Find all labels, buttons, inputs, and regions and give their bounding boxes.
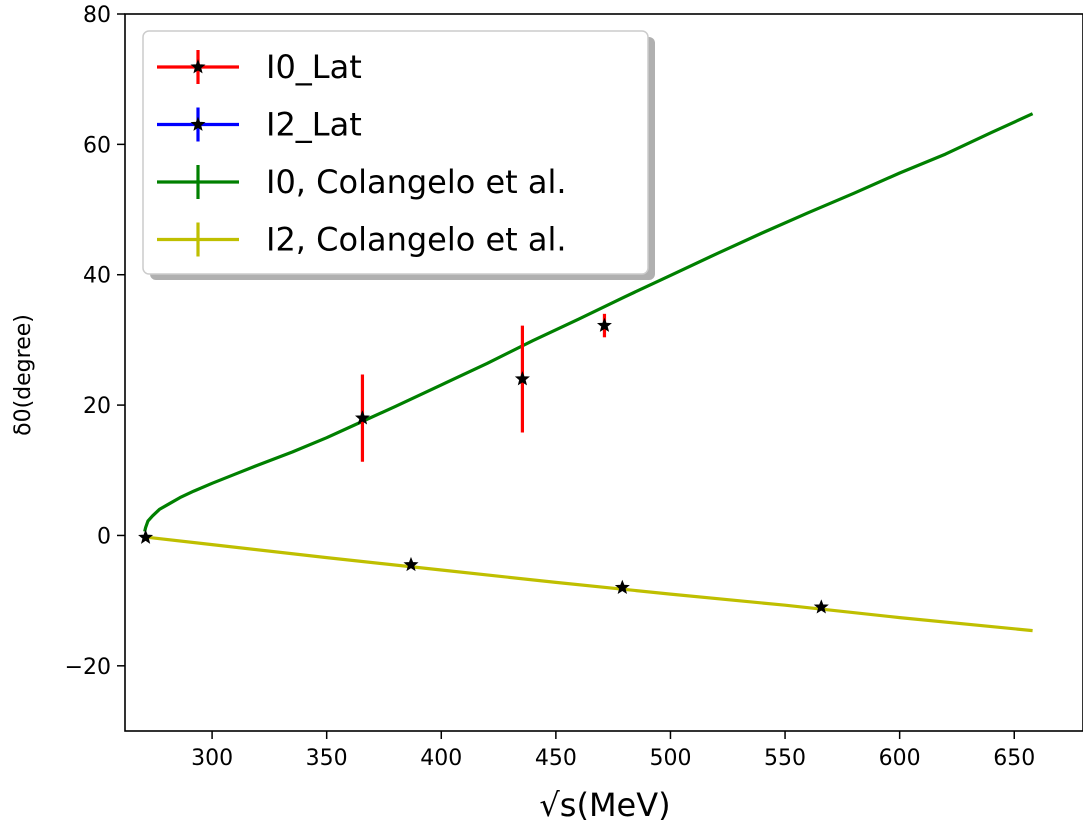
data-point-1-0 <box>138 529 154 544</box>
y-axis-ticks: −20 0 20 40 60 80 <box>65 3 125 680</box>
x-axis-ticks: 300 350 400 450 500 550 600 650 <box>191 731 1035 771</box>
data-point-0-0 <box>354 410 370 425</box>
y-tick-label: −20 <box>65 655 111 680</box>
data-point-1-2 <box>614 579 630 595</box>
legend-label-2: I0, Colangelo et al. <box>266 163 567 201</box>
legend-marker-0 <box>190 59 206 74</box>
x-tick-label: 450 <box>535 746 577 771</box>
legend-label-1: I2_Lat <box>266 106 362 144</box>
x-axis-label: √s(MeV) <box>539 786 670 823</box>
y-tick-label: 80 <box>83 3 111 28</box>
x-tick-label: 400 <box>420 746 462 771</box>
series-line-3 <box>143 535 1033 633</box>
x-tick-label: 500 <box>649 746 691 771</box>
plot-points <box>138 313 829 614</box>
y-tick-label: 60 <box>83 133 111 158</box>
data-point-1-3 <box>813 599 829 614</box>
legend-label-0: I0_Lat <box>266 48 362 86</box>
x-tick-label: 550 <box>764 746 806 771</box>
data-point-0-2 <box>596 317 612 332</box>
legend: I0_Lat I2_Lat I0, Colangelo et al. I2, Cola… <box>142 30 655 280</box>
data-point-0-1 <box>514 371 530 386</box>
plot-lines <box>143 112 1034 633</box>
data-point-1-1 <box>403 556 419 572</box>
y-tick-label: 40 <box>83 264 111 289</box>
y-axis-label: δ0(degree) <box>11 314 36 436</box>
x-tick-label: 650 <box>993 746 1035 771</box>
y-tick-label: 0 <box>97 524 111 549</box>
legend-box <box>142 30 649 275</box>
x-tick-label: 350 <box>306 746 348 771</box>
x-tick-label: 600 <box>879 746 921 771</box>
x-tick-label: 300 <box>191 746 233 771</box>
y-tick-label: 20 <box>83 394 111 419</box>
plot-frame <box>124 13 1083 732</box>
legend-marker-1 <box>190 116 206 131</box>
legend-label-3: I2, Colangelo et al. <box>266 221 567 259</box>
legend-entries: I0_Lat I2_Lat I0, Colangelo et al. I2, Cola… <box>157 48 567 259</box>
series-line-2 <box>143 112 1034 532</box>
